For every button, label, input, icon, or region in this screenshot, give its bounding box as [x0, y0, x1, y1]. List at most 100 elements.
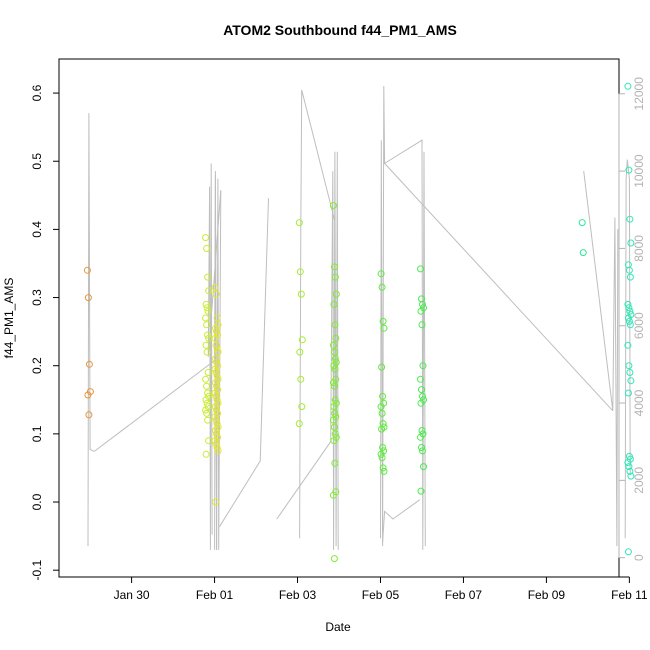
data-point: [203, 409, 211, 417]
x-tick-label: Feb 07: [445, 588, 483, 602]
y-tick-label: -0.1: [30, 560, 44, 581]
data-point: [625, 304, 633, 312]
data-point: [329, 379, 337, 387]
data-point: [331, 365, 339, 373]
data-point: [331, 396, 339, 404]
data-point: [625, 166, 633, 174]
data-point: [378, 425, 386, 433]
altitude-line-segment: [384, 163, 614, 412]
data-point: [332, 375, 340, 383]
data-point: [417, 487, 425, 495]
data-point: [330, 382, 338, 390]
y2-tick-label: 4000: [632, 389, 646, 416]
data-point: [297, 290, 305, 298]
data-point: [380, 467, 388, 475]
data-point: [202, 314, 210, 322]
x-tick-label: Feb 03: [279, 588, 317, 602]
data-point: [84, 294, 92, 302]
data-point: [213, 406, 221, 414]
data-point: [331, 409, 339, 417]
data-point: [379, 444, 387, 451]
x-axis: Jan 30 Feb 01 Feb 03 Feb 05 Feb 07 Feb 09 Feb …: [114, 576, 648, 602]
data-point: [330, 423, 338, 431]
data-point: [624, 300, 632, 308]
plot-frame: [58, 58, 620, 578]
data-point: [377, 270, 385, 278]
data-point: [579, 249, 587, 257]
x-tick-label: Jan 30: [114, 588, 150, 602]
y-tick-label: 0.1: [30, 425, 44, 442]
data-point: [204, 389, 212, 397]
data-point: [213, 314, 221, 322]
y-tick-label: 0.0: [30, 493, 44, 510]
data-point: [212, 379, 220, 387]
data-point: [331, 321, 339, 329]
x-tick-label: Feb 05: [362, 588, 400, 602]
data-point: [379, 317, 387, 325]
data-point: [377, 450, 385, 458]
data-point: [378, 454, 386, 462]
data-point: [213, 444, 221, 451]
data-point: [627, 377, 635, 385]
data-point: [377, 403, 385, 411]
data-point: [212, 392, 220, 400]
data-point: [330, 348, 338, 356]
data-point: [329, 341, 337, 349]
data-point: [202, 300, 210, 308]
data-point: [418, 386, 425, 394]
data-point: [626, 273, 634, 281]
data-point: [212, 290, 220, 298]
data-point: [213, 345, 221, 353]
data-point: [419, 447, 426, 455]
data-point: [84, 391, 92, 399]
data-point: [202, 341, 210, 349]
data-point: [625, 317, 633, 325]
y-tick-label: 0.2: [30, 357, 44, 374]
data-point: [379, 464, 387, 472]
chart-title: ATOM2 Southbound f44_PM1_AMS: [223, 22, 457, 38]
data-point: [420, 463, 427, 471]
data-point: [330, 300, 338, 308]
data-point: [212, 416, 220, 424]
data-point: [204, 331, 212, 339]
data-point: [212, 369, 220, 376]
altitude-line-segment: [219, 198, 269, 527]
data-point: [330, 437, 338, 445]
data-point: [213, 358, 221, 366]
x-axis-label: Date: [325, 620, 351, 634]
data-point: [625, 362, 633, 370]
altitude-line-segment: [583, 171, 619, 547]
data-point: [214, 348, 222, 356]
data-point: [85, 360, 93, 368]
data-point: [202, 234, 210, 242]
data-point: [203, 399, 211, 407]
altitude-line-segment: [207, 163, 222, 550]
data-point: [298, 336, 306, 344]
data-point: [212, 440, 220, 448]
data-point: [296, 268, 304, 276]
data-point: [417, 375, 424, 383]
data-point: [202, 375, 210, 383]
data-point: [212, 403, 220, 411]
data-point: [626, 215, 634, 223]
data-point: [211, 413, 219, 421]
data-point: [624, 82, 632, 90]
data-point: [331, 459, 339, 467]
y-tick-label: 0.6: [30, 84, 44, 101]
altitude-line-segment: [624, 159, 631, 539]
data-point: [213, 372, 221, 380]
data-point: [330, 403, 338, 411]
data-point: [417, 265, 424, 273]
data-point: [203, 382, 211, 390]
data-point: [332, 290, 340, 298]
data-point: [204, 369, 212, 376]
data-point: [213, 396, 221, 404]
y2-tick-label: 2000: [632, 467, 646, 494]
data-point: [625, 463, 633, 471]
data-point: [212, 355, 220, 363]
altitude-line-segment: [87, 113, 95, 547]
data-point: [330, 555, 338, 563]
y-tick-label: 0.5: [30, 153, 44, 170]
data-point: [329, 491, 337, 499]
y2-axis: 0 2000 4000 6000 8000 10000 12000: [618, 77, 646, 561]
